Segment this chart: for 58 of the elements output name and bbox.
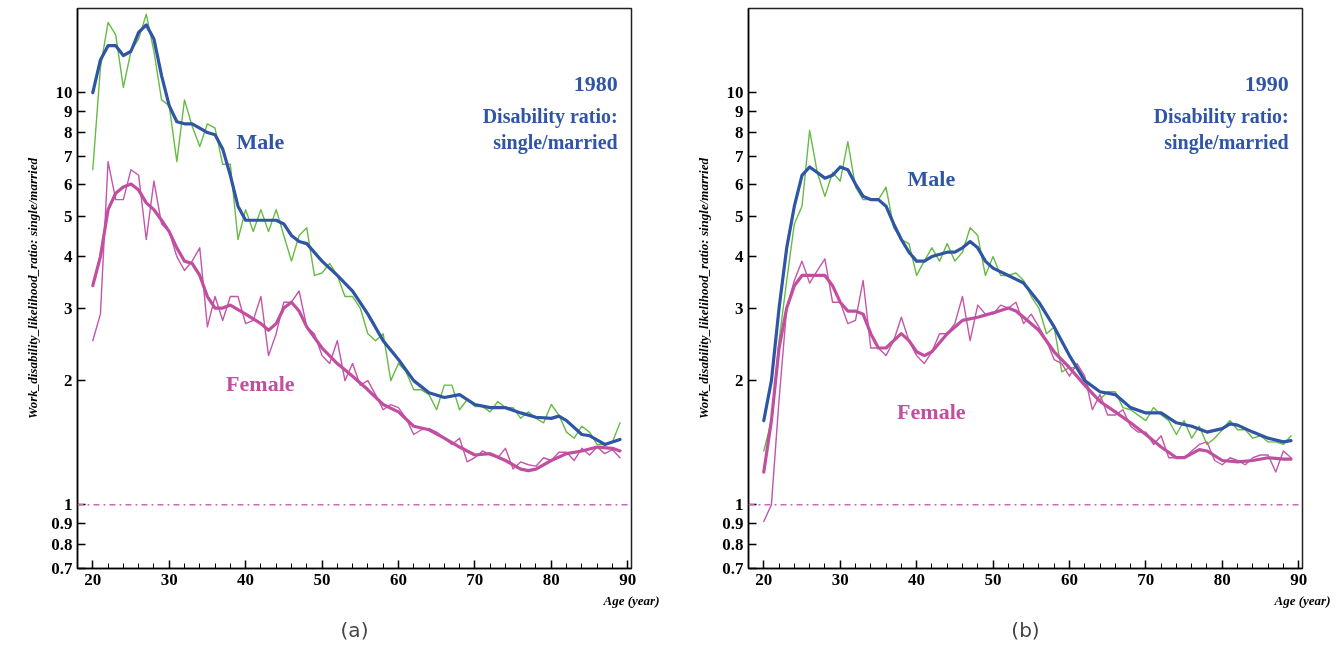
x-tick-label: 40 [237,569,255,589]
y-tick-label: 8 [735,123,744,143]
x-axis-title: Age (year) [602,592,660,608]
y-tick-label: 7 [64,146,73,166]
text: (b) [1011,617,1040,642]
series-label: Female [226,371,295,397]
series-label: Male [907,165,956,191]
y-tick-label: 3 [64,298,73,318]
x-tick-label: 90 [619,569,637,589]
annotation: single/married [493,131,618,155]
y-tick-label: 9 [64,101,73,121]
x-tick-label: 40 [908,569,926,589]
y-tick-label: 7 [735,146,744,166]
annotation: Disability ratio: [482,105,618,129]
y-tick-label: 0.8 [722,535,744,555]
y-tick-label: 0.8 [51,535,73,555]
x-tick-label: 70 [1137,569,1155,589]
y-axis-title: Work_disability_likelihood_ratio: single/married [696,157,712,419]
y-tick-label: 0.7 [722,559,744,578]
annotation: single/married [1164,131,1289,155]
y-tick-label: 10 [726,83,744,103]
x-tick-label: 90 [1290,569,1308,589]
y-tick-label: 2 [735,371,744,391]
text: Female [897,399,966,425]
y-tick-label: 0.9 [51,514,73,534]
y-tick-label: 10 [55,83,73,103]
x-tick-label: 70 [466,569,484,589]
y-tick-label: 2 [64,371,73,391]
y-tick-label: 6 [735,174,744,194]
y-tick-label: 1 [735,495,744,515]
y-tick-label: 4 [64,247,73,267]
y-tick-label: 9 [735,101,744,121]
x-tick-label: 60 [1060,569,1078,589]
y-tick-label: 6 [64,174,73,194]
x-axis-title: Age (year) [1273,592,1331,608]
x-tick-label: 60 [389,569,407,589]
x-tick-label: 50 [313,569,331,589]
x-tick-label: 80 [542,569,560,589]
y-tick-label: 8 [64,123,73,143]
y-axis-title: Work_disability_likelihood_ratio: single/married [25,157,41,419]
annotation: Disability ratio: [1153,105,1289,129]
x-tick-label: 20 [84,569,102,589]
y-tick-label: 3 [735,298,744,318]
x-tick-label: 80 [1213,569,1231,589]
y-tick-label: 5 [735,207,744,227]
y-tick-label: 4 [735,247,744,267]
y-tick-label: 0.9 [722,514,744,534]
annotation: 1980 [573,71,618,97]
x-tick-label: 50 [984,569,1002,589]
series-label: Male [236,129,285,155]
x-tick-label: 20 [755,569,773,589]
text: (a) [340,617,369,642]
y-tick-label: 0.7 [51,559,73,578]
y-tick-label: 1 [64,495,73,515]
x-tick-label: 30 [160,569,178,589]
y-tick-label: 5 [64,207,73,227]
x-tick-label: 30 [831,569,849,589]
annotation: 1990 [1244,71,1289,97]
